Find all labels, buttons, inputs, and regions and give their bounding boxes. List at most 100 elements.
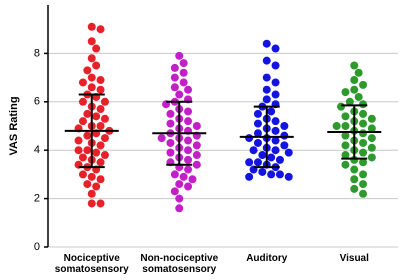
data-point (367, 143, 376, 152)
data-point (179, 172, 188, 181)
data-point (170, 170, 179, 179)
data-point (192, 141, 201, 150)
data-point (367, 114, 376, 123)
data-point (258, 167, 267, 176)
data-point (341, 151, 350, 160)
data-point (96, 175, 105, 184)
data-point (78, 78, 87, 87)
data-point (170, 73, 179, 82)
data-point (175, 204, 184, 213)
data-point (262, 73, 271, 82)
data-point (100, 97, 109, 106)
data-point (166, 138, 175, 147)
data-point (280, 141, 289, 150)
data-point (192, 122, 201, 130)
data-point (367, 134, 376, 143)
data-point (170, 187, 179, 196)
y-tick-label: 0 (34, 241, 40, 253)
data-point (83, 146, 92, 155)
data-point (78, 170, 87, 179)
data-point (271, 117, 280, 126)
data-point (367, 124, 376, 133)
data-point (92, 112, 101, 121)
data-point (253, 138, 262, 147)
data-point (262, 39, 271, 48)
data-point (350, 165, 359, 174)
data-point (92, 182, 101, 191)
data-point (245, 172, 254, 181)
data-point (96, 25, 105, 34)
data-point (359, 100, 368, 109)
data-point (262, 56, 271, 65)
data-point (175, 51, 184, 60)
y-tick-label: 8 (34, 47, 40, 59)
data-point (96, 158, 105, 167)
data-point (87, 172, 96, 181)
data-point (184, 182, 193, 191)
data-point (341, 88, 350, 97)
data-point (92, 148, 101, 157)
data-point (284, 148, 293, 157)
data-point (350, 184, 359, 193)
data-point (184, 155, 193, 164)
data-point (92, 61, 101, 70)
data-point (87, 199, 96, 208)
data-point (96, 76, 105, 85)
data-point (74, 136, 83, 145)
data-point (87, 189, 96, 198)
data-point (184, 146, 193, 155)
data-point (78, 153, 87, 162)
data-point (359, 129, 368, 138)
data-point (96, 85, 105, 94)
data-point (350, 61, 359, 70)
data-point (96, 105, 105, 114)
data-point (170, 63, 179, 72)
data-point (271, 136, 280, 145)
data-point (332, 122, 341, 130)
data-point (100, 151, 109, 160)
data-point (262, 95, 271, 104)
data-point (100, 114, 109, 123)
data-point (175, 194, 184, 203)
data-point (359, 180, 368, 189)
data-point (87, 37, 96, 46)
x-tick-label: Visual (339, 253, 369, 264)
y-axis-label: VAS Rating (8, 96, 20, 155)
data-point (192, 151, 201, 160)
data-point (83, 66, 92, 75)
data-point (258, 151, 267, 160)
data-point (267, 170, 276, 179)
data-point (179, 78, 188, 87)
data-point (179, 68, 188, 77)
x-tick-label: Non-nociceptive somatosensory (140, 253, 219, 275)
y-tick-label: 2 (34, 193, 40, 205)
data-point (83, 180, 92, 189)
data-point (271, 126, 280, 135)
data-point (87, 73, 96, 82)
data-point (253, 109, 262, 118)
data-point (184, 165, 193, 174)
data-point (367, 153, 376, 162)
data-point (96, 141, 105, 150)
data-point (354, 92, 363, 101)
data-point (359, 109, 368, 118)
data-point (78, 117, 87, 126)
data-point (184, 117, 193, 126)
data-point (341, 141, 350, 150)
data-point (271, 44, 280, 53)
y-tick-label: 6 (34, 96, 40, 108)
data-point (275, 170, 284, 179)
data-point (96, 122, 105, 130)
data-point (345, 97, 354, 106)
y-tick-label: 4 (34, 144, 40, 156)
data-point (184, 85, 193, 94)
data-point (337, 102, 346, 111)
data-point (341, 122, 350, 130)
data-point (100, 134, 109, 143)
data-point (275, 155, 284, 164)
data-point (350, 175, 359, 184)
data-point (271, 146, 280, 155)
data-point (192, 160, 201, 169)
